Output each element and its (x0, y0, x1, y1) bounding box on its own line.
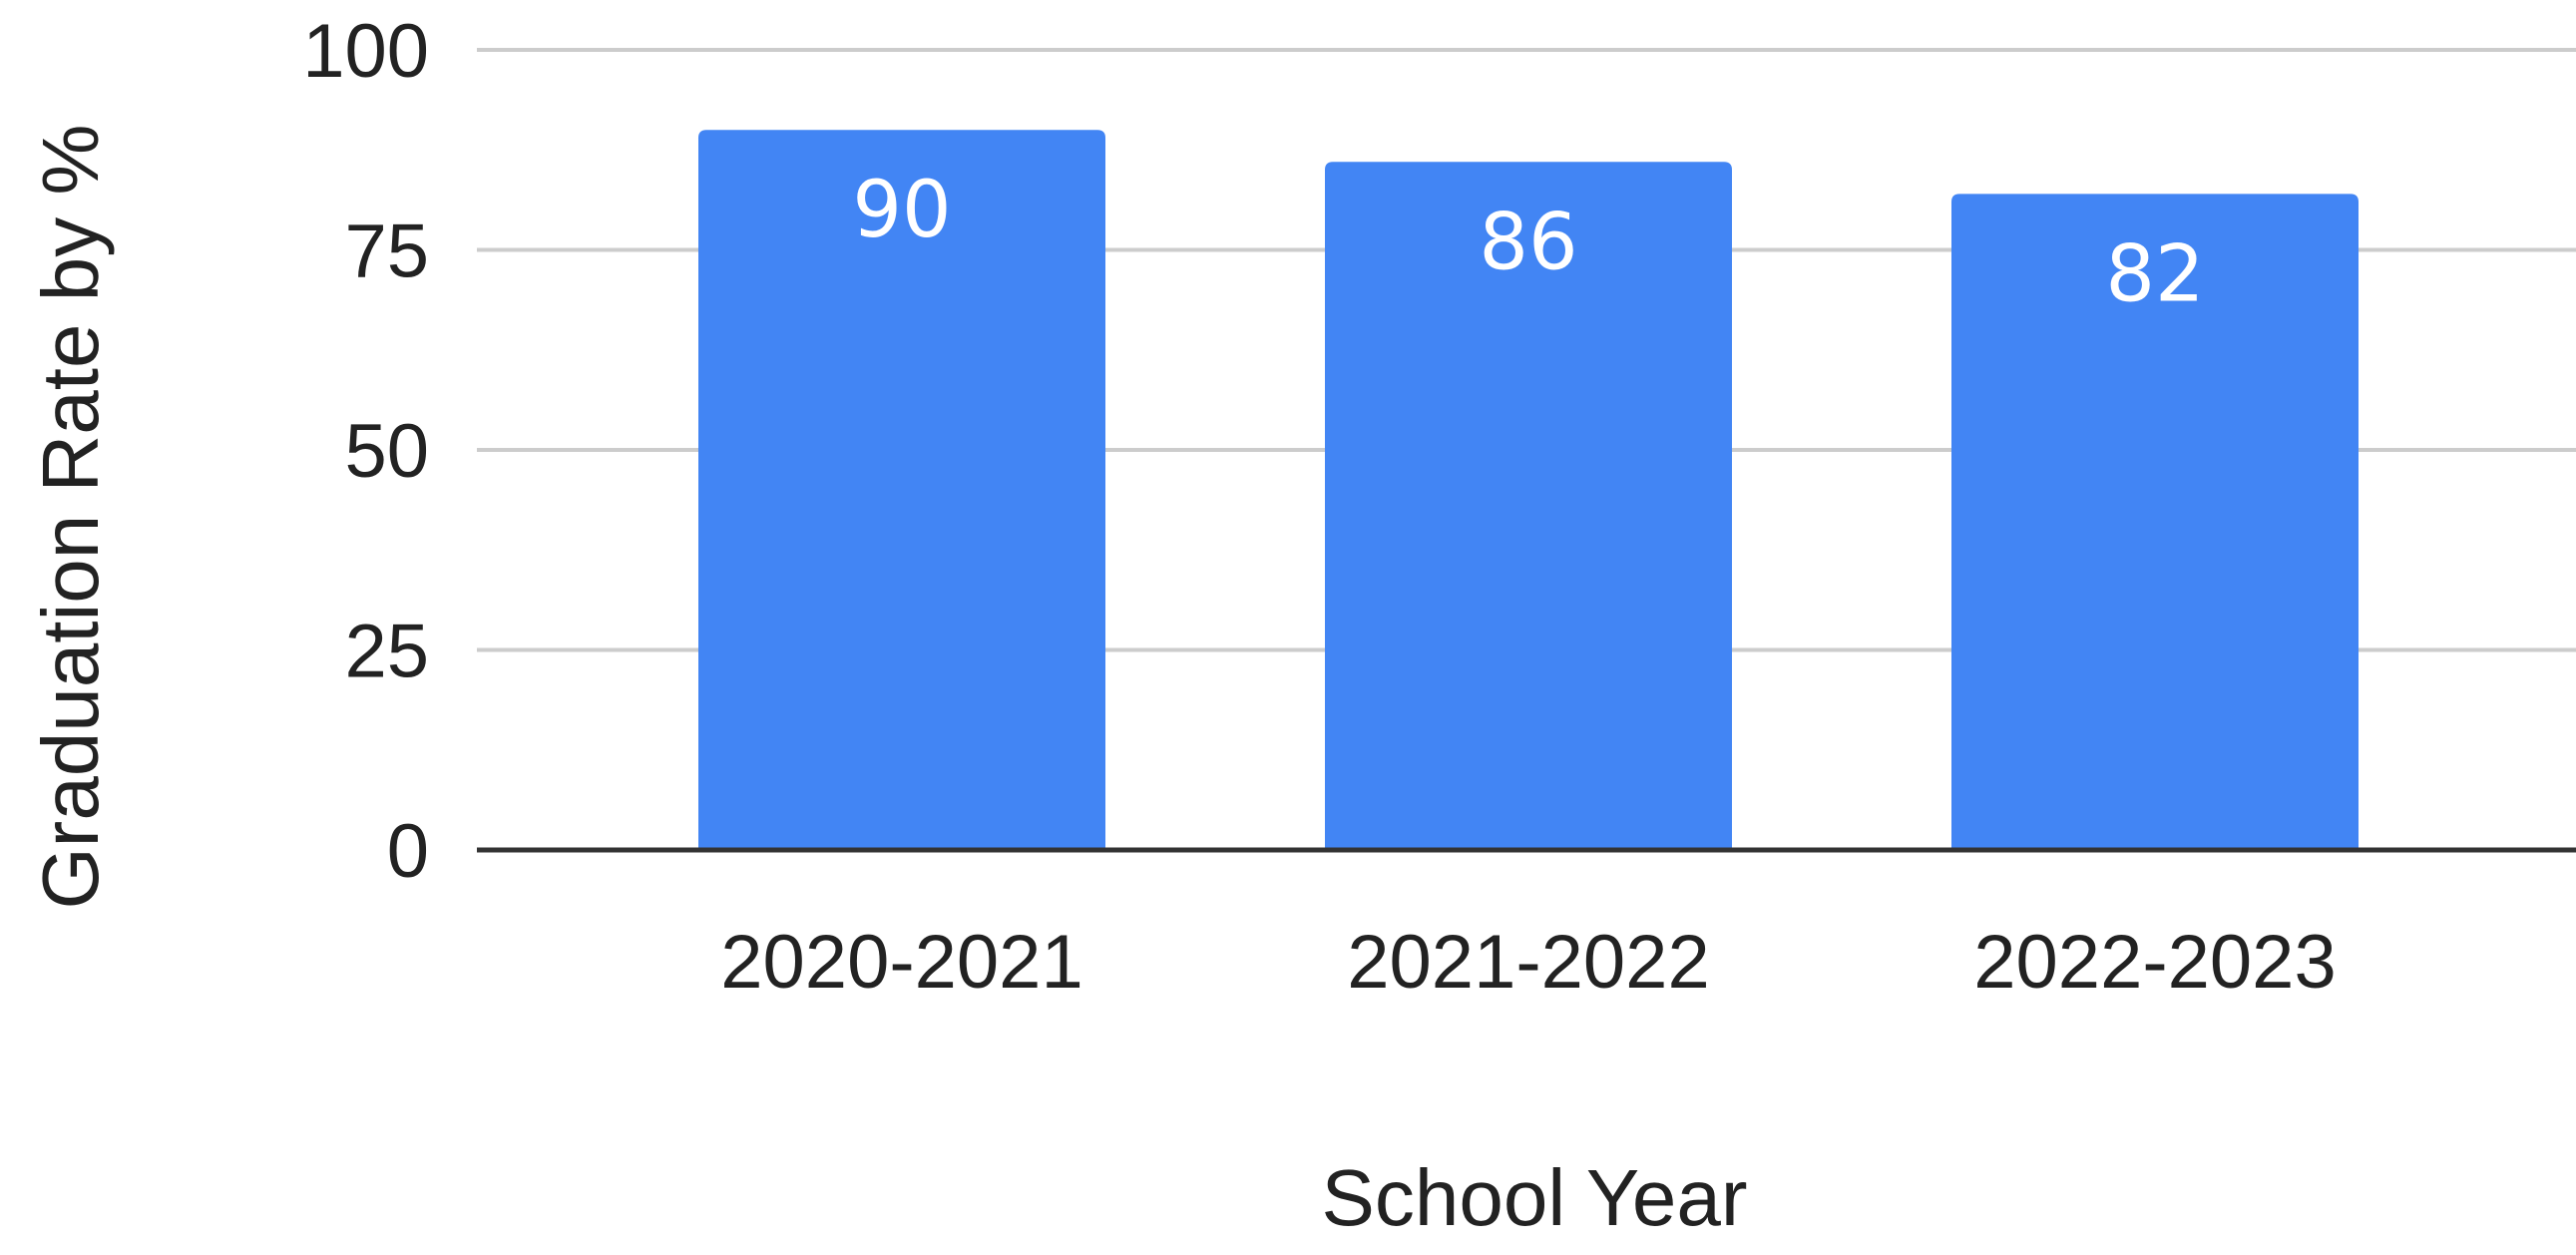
y-tick-label: 0 (387, 809, 429, 894)
data-label: 86 (1479, 198, 1577, 287)
y-tick-label: 75 (344, 209, 429, 294)
x-tick-label: 2021-2022 (1347, 920, 1709, 1005)
x-axis-title: School Year (1321, 1153, 1747, 1242)
y-axis-tick-labels: 0 25 50 75 100 (302, 9, 429, 894)
data-label: 82 (2105, 229, 2204, 319)
y-tick-label: 50 (344, 409, 429, 494)
x-axis-tick-labels: 2020-2021 2021-2022 2022-2023 (720, 920, 2336, 1005)
bar (1951, 194, 2359, 851)
bar (698, 130, 1105, 850)
x-tick-label: 2020-2021 (720, 920, 1082, 1005)
y-tick-label: 100 (302, 9, 429, 94)
x-tick-label: 2022-2023 (1973, 920, 2336, 1005)
data-label: 90 (852, 166, 951, 255)
y-axis-title: Graduation Rate by % (26, 124, 115, 909)
data-labels: 90 86 82 (852, 166, 2204, 319)
y-tick-label: 25 (344, 610, 429, 694)
bars (698, 130, 2359, 851)
bar (1325, 162, 1732, 850)
